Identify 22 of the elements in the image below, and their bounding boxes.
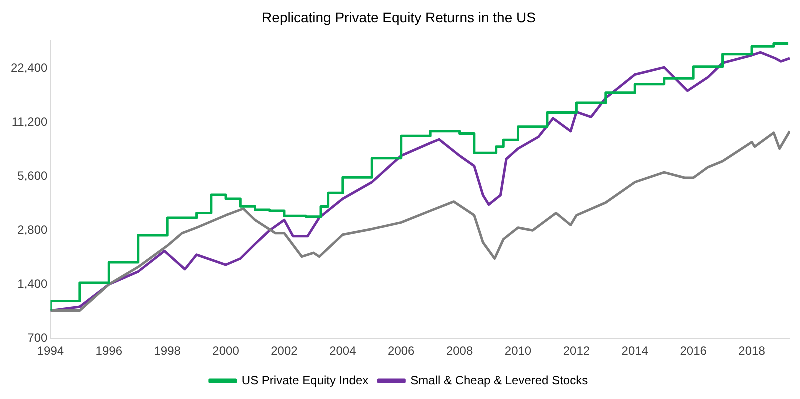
y-tick-label: 1,400 — [18, 276, 48, 291]
legend-label: Small & Cheap & Levered Stocks — [410, 373, 588, 388]
x-tick-label: 1998 — [154, 344, 182, 358]
x-tick-label: 2006 — [388, 344, 416, 358]
y-tick-label: 22,400 — [11, 60, 48, 75]
chart-title: Replicating Private Equity Returns in the US — [262, 9, 536, 26]
x-tick-label: 2008 — [446, 344, 474, 358]
y-tick-label: 2,800 — [18, 222, 48, 237]
legend-label: US Private Equity Index — [242, 373, 369, 388]
y-tick-label: 11,200 — [12, 114, 48, 129]
x-tick-label: 2000 — [212, 344, 240, 358]
x-tick-label: 2004 — [330, 344, 357, 358]
x-tick-label: 2010 — [504, 344, 532, 358]
x-tick-label: 1996 — [96, 344, 123, 358]
x-tick-label: 1994 — [37, 344, 64, 358]
y-tick-label: 5,600 — [18, 168, 48, 183]
x-tick-label: 2016 — [680, 344, 708, 358]
y-tick-label: 700 — [28, 330, 48, 345]
x-tick-label: 2012 — [563, 344, 590, 358]
x-tick-label: 2014 — [622, 344, 649, 358]
x-tick-label: 2002 — [271, 344, 298, 358]
x-tick-label: 2018 — [738, 344, 766, 358]
